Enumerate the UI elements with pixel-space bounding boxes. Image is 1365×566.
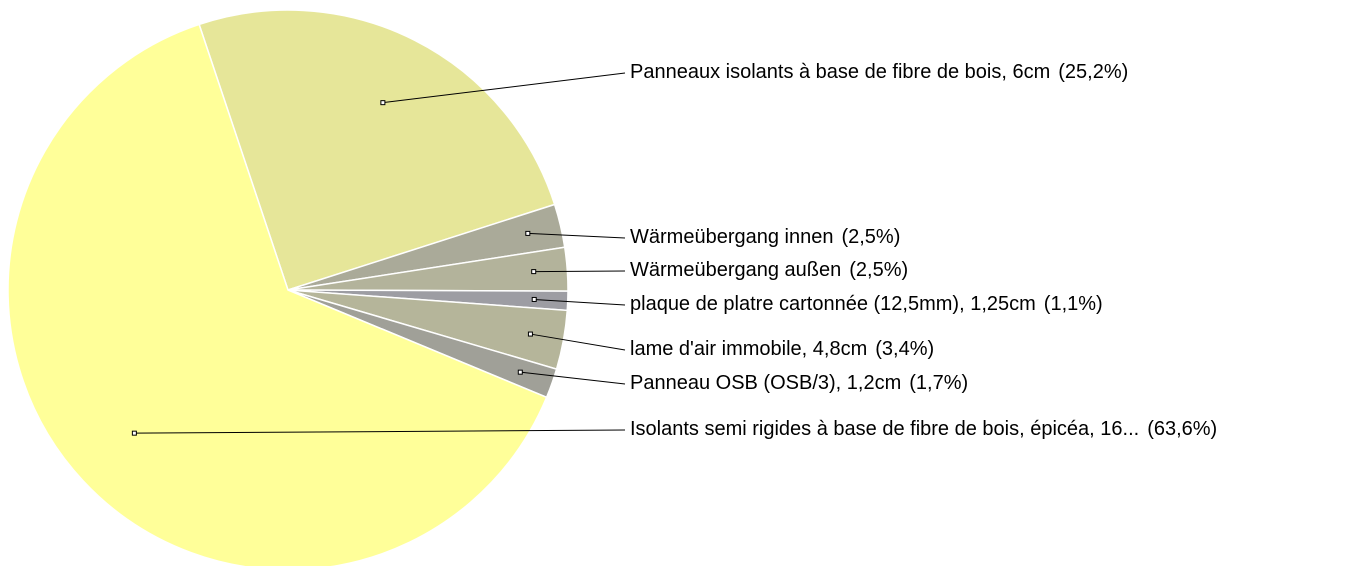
pie-slice	[198, 9, 556, 291]
slice-label: Wärmeübergang innen (2,5%)	[630, 226, 900, 248]
leader-line	[534, 298, 626, 306]
slice-label: lame d'air immobile, 4,8cm (3,4%)	[630, 338, 934, 360]
value-label: (2,5%)	[841, 226, 900, 248]
leader-line	[530, 333, 626, 351]
leader-line	[527, 232, 626, 239]
slice-label: plaque de platre cartonnée (12,5mm), 1,2…	[630, 293, 1103, 315]
category-name: Wärmeübergang innen	[630, 226, 833, 248]
slice-label: Wärmeübergang außen (2,5%)	[630, 259, 908, 281]
leader-marker	[380, 100, 386, 106]
leader-marker	[525, 230, 531, 236]
slice-label: Panneaux isolants à base de fibre de boi…	[630, 61, 1128, 83]
leader-marker	[131, 430, 137, 436]
value-label: (25,2%)	[1058, 61, 1128, 83]
category-name: Panneau OSB (OSB/3), 1,2cm	[630, 372, 901, 394]
slice-label: Panneau OSB (OSB/3), 1,2cm (1,7%)	[630, 372, 968, 394]
value-label: (63,6%)	[1147, 418, 1217, 440]
leader-line	[533, 270, 626, 273]
leader-line	[382, 72, 626, 104]
category-name: Wärmeübergang außen	[630, 259, 841, 281]
pie-slice	[7, 23, 548, 566]
category-name: plaque de platre cartonnée (12,5mm), 1,2…	[630, 293, 1036, 315]
slice-label: Isolants semi rigides à base de fibre de…	[630, 418, 1217, 440]
leader-marker	[531, 296, 537, 302]
leader-marker	[527, 331, 533, 337]
category-name: Panneaux isolants à base de fibre de boi…	[630, 61, 1050, 83]
value-label: (1,1%)	[1044, 293, 1103, 315]
category-name: Isolants semi rigides à base de fibre de…	[630, 418, 1139, 440]
value-label: (2,5%)	[849, 259, 908, 281]
leader-marker	[517, 369, 523, 375]
value-label: (3,4%)	[875, 338, 934, 360]
leader-line	[134, 429, 626, 434]
value-label: (1,7%)	[909, 372, 968, 394]
leader-line	[520, 371, 626, 385]
leader-marker	[531, 269, 537, 275]
category-name: lame d'air immobile, 4,8cm	[630, 338, 867, 360]
